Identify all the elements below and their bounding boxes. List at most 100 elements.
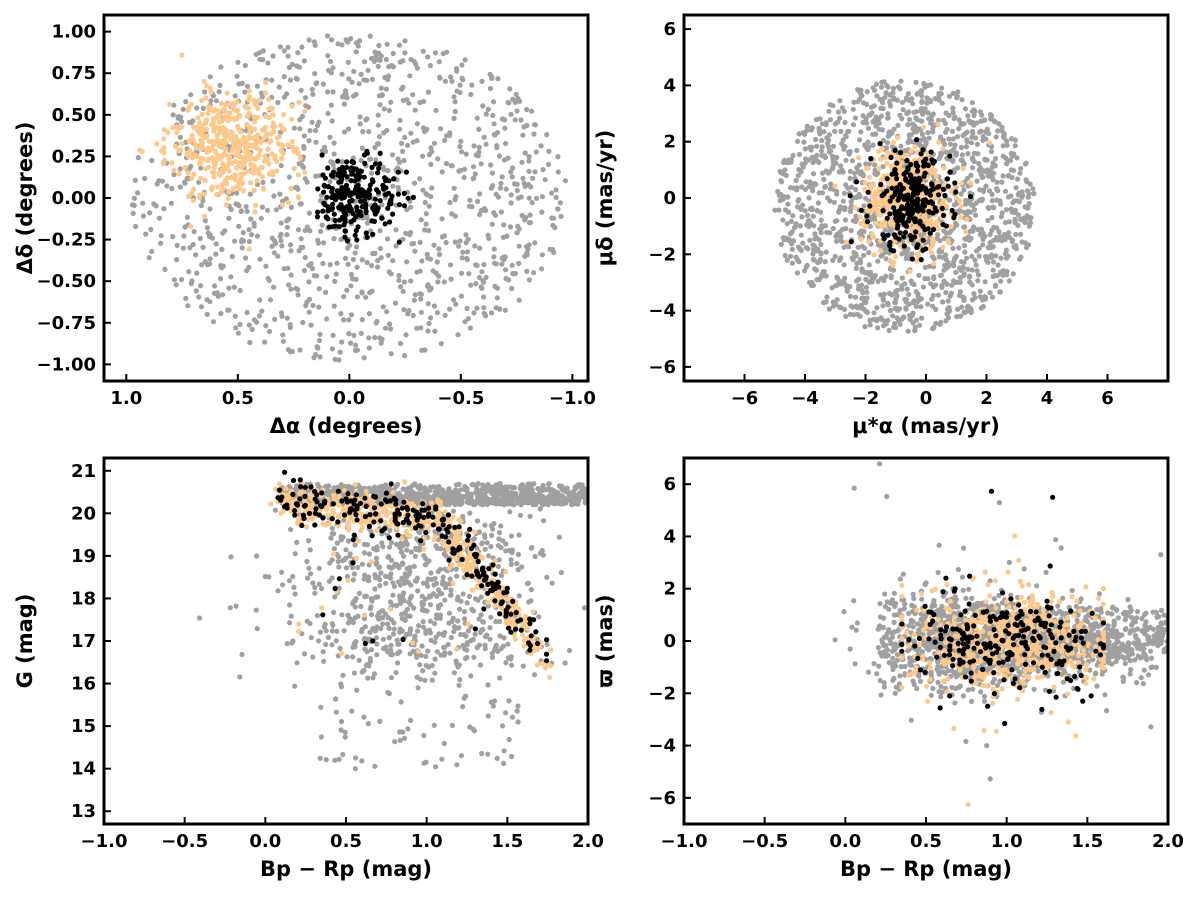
data-point-field bbox=[854, 305, 861, 311]
data-point-field bbox=[237, 321, 243, 327]
data-point-field bbox=[387, 575, 393, 581]
data-point-field bbox=[880, 303, 886, 309]
data-point-member bbox=[358, 168, 364, 174]
data-point-candidate bbox=[246, 88, 253, 94]
data-point-field bbox=[919, 131, 926, 137]
data-point-field bbox=[499, 174, 505, 180]
data-point-member bbox=[901, 243, 907, 249]
data-point-field bbox=[243, 204, 249, 210]
data-point-field bbox=[999, 179, 1005, 185]
data-point-field bbox=[539, 209, 545, 215]
data-point-field bbox=[874, 93, 880, 99]
data-point-field bbox=[132, 177, 138, 183]
data-point-field bbox=[948, 290, 955, 296]
data-point-field bbox=[865, 125, 872, 131]
data-point-field bbox=[810, 188, 816, 194]
data-point-field bbox=[486, 235, 492, 241]
data-point-field bbox=[342, 255, 349, 261]
data-point-field bbox=[828, 181, 834, 187]
data-point-field bbox=[381, 106, 387, 112]
series-field bbox=[129, 33, 569, 363]
data-point-field bbox=[402, 134, 408, 140]
data-point-field bbox=[393, 541, 399, 547]
data-point-field bbox=[971, 207, 978, 213]
data-point-field bbox=[514, 230, 520, 236]
data-point-member bbox=[329, 172, 335, 178]
data-point-member bbox=[377, 198, 383, 204]
data-point-field bbox=[332, 356, 338, 362]
data-point-field bbox=[924, 100, 930, 106]
data-point-field bbox=[850, 106, 856, 112]
data-point-field bbox=[788, 218, 794, 224]
data-point-field bbox=[377, 583, 383, 589]
data-point-field bbox=[258, 215, 264, 221]
data-point-member bbox=[330, 201, 336, 207]
data-point-field bbox=[253, 51, 259, 58]
data-point-candidate bbox=[240, 162, 246, 169]
data-point-field bbox=[452, 99, 458, 105]
data-point-field bbox=[861, 252, 867, 258]
data-point-field bbox=[294, 539, 300, 546]
data-point-field bbox=[452, 108, 458, 115]
data-point-field bbox=[501, 222, 507, 228]
data-point-field bbox=[382, 573, 389, 580]
data-point-field bbox=[520, 132, 526, 138]
data-point-candidate bbox=[184, 151, 190, 157]
data-point-field bbox=[998, 278, 1004, 284]
data-point-field bbox=[1023, 177, 1029, 183]
data-point-member bbox=[897, 230, 903, 236]
data-point-field bbox=[502, 125, 508, 131]
data-point-field bbox=[312, 42, 318, 48]
x-tick-label: −0.5 bbox=[437, 388, 484, 409]
data-point-field bbox=[232, 313, 238, 319]
x-tick-label: −2 bbox=[852, 388, 880, 409]
series-member bbox=[314, 148, 416, 245]
data-point-field bbox=[811, 257, 817, 263]
data-point-field bbox=[527, 220, 534, 226]
data-point-field bbox=[414, 325, 420, 331]
data-point-field bbox=[978, 305, 985, 311]
data-point-candidate bbox=[161, 136, 167, 142]
data-point-field bbox=[842, 275, 848, 281]
data-point-field bbox=[965, 235, 972, 241]
data-point-field bbox=[309, 265, 316, 272]
data-point-field bbox=[440, 574, 446, 580]
data-point-field bbox=[940, 137, 946, 143]
data-point-field bbox=[408, 717, 414, 724]
data-point-candidate bbox=[197, 192, 203, 198]
data-point-field bbox=[816, 129, 823, 135]
data-point-candidate bbox=[204, 133, 210, 139]
data-point-member bbox=[911, 177, 917, 183]
data-point-field bbox=[926, 263, 933, 269]
data-point-field bbox=[914, 298, 921, 305]
data-point-field bbox=[936, 254, 943, 260]
data-point-field bbox=[423, 211, 429, 217]
data-point-candidate bbox=[941, 165, 947, 171]
data-point-field bbox=[776, 207, 782, 213]
data-point-field bbox=[916, 126, 923, 132]
data-point-field bbox=[975, 151, 981, 157]
data-point-field bbox=[321, 658, 327, 664]
data-point-field bbox=[898, 143, 904, 149]
data-point-field bbox=[882, 227, 888, 233]
data-point-field bbox=[135, 155, 141, 161]
data-point-member bbox=[321, 182, 327, 188]
data-point-field bbox=[449, 163, 455, 169]
data-point-member bbox=[864, 213, 870, 219]
data-point-field bbox=[532, 240, 538, 246]
data-point-field bbox=[397, 126, 403, 132]
data-point-field bbox=[958, 157, 964, 163]
data-point-field bbox=[492, 212, 499, 218]
data-point-field bbox=[1004, 207, 1010, 213]
data-point-member bbox=[362, 160, 368, 166]
data-point-field bbox=[989, 215, 995, 221]
data-point-candidate bbox=[862, 186, 868, 192]
data-point-field bbox=[848, 303, 854, 309]
data-point-candidate bbox=[221, 106, 227, 112]
data-point-member bbox=[382, 221, 388, 227]
data-point-field bbox=[304, 558, 310, 565]
data-point-candidate bbox=[893, 253, 899, 260]
data-point-member bbox=[377, 150, 383, 156]
data-point-field bbox=[1006, 230, 1012, 236]
